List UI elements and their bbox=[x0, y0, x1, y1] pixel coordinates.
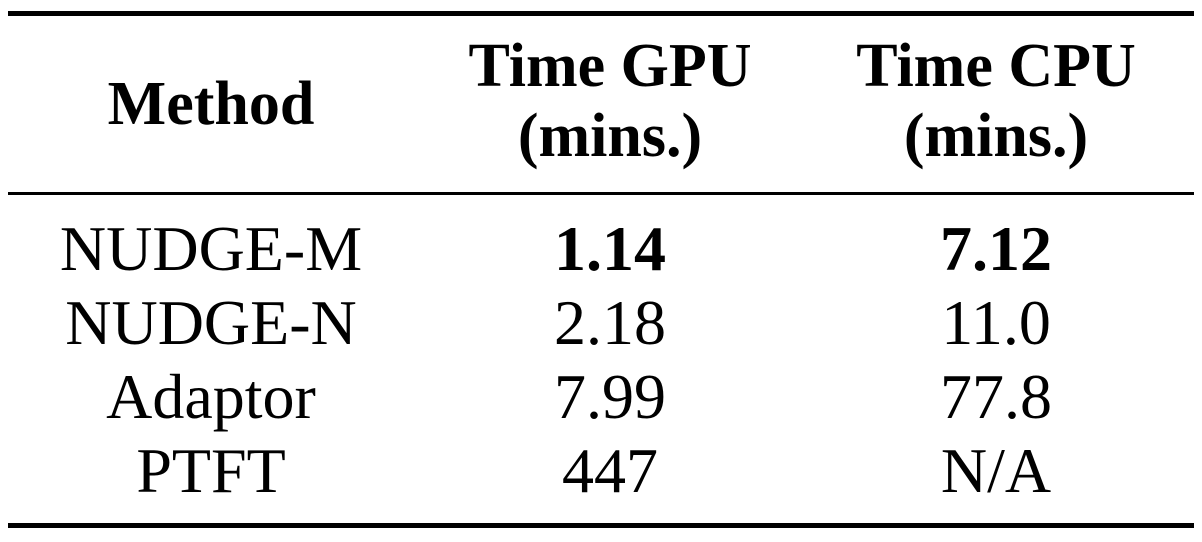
header-separator-rule bbox=[8, 192, 1194, 195]
header-time-cpu-unit: (mins.) bbox=[903, 102, 1089, 170]
header-method: Method bbox=[107, 70, 315, 138]
row-ptft-cpu: N/A bbox=[940, 435, 1052, 506]
row-nudge-m-cpu: 7.12 bbox=[940, 213, 1052, 284]
row-nudge-n-cpu: 11.0 bbox=[941, 287, 1051, 358]
row-ptft-gpu: 447 bbox=[562, 435, 658, 506]
row-nudge-n-gpu: 2.18 bbox=[554, 287, 666, 358]
header-time-cpu: Time CPU bbox=[856, 32, 1136, 100]
header-time-gpu-unit: (mins.) bbox=[517, 102, 703, 170]
row-adaptor-cpu: 77.8 bbox=[940, 361, 1052, 432]
row-nudge-m-method: NUDGE-M bbox=[59, 213, 363, 284]
row-ptft-method: PTFT bbox=[136, 435, 286, 506]
top-rule bbox=[8, 11, 1194, 16]
bottom-rule bbox=[8, 523, 1194, 528]
row-adaptor-method: Adaptor bbox=[106, 361, 316, 432]
row-adaptor-gpu: 7.99 bbox=[554, 361, 666, 432]
row-nudge-n-method: NUDGE-N bbox=[65, 287, 357, 358]
header-time-gpu: Time GPU bbox=[468, 32, 752, 100]
row-nudge-m-gpu: 1.14 bbox=[554, 213, 666, 284]
